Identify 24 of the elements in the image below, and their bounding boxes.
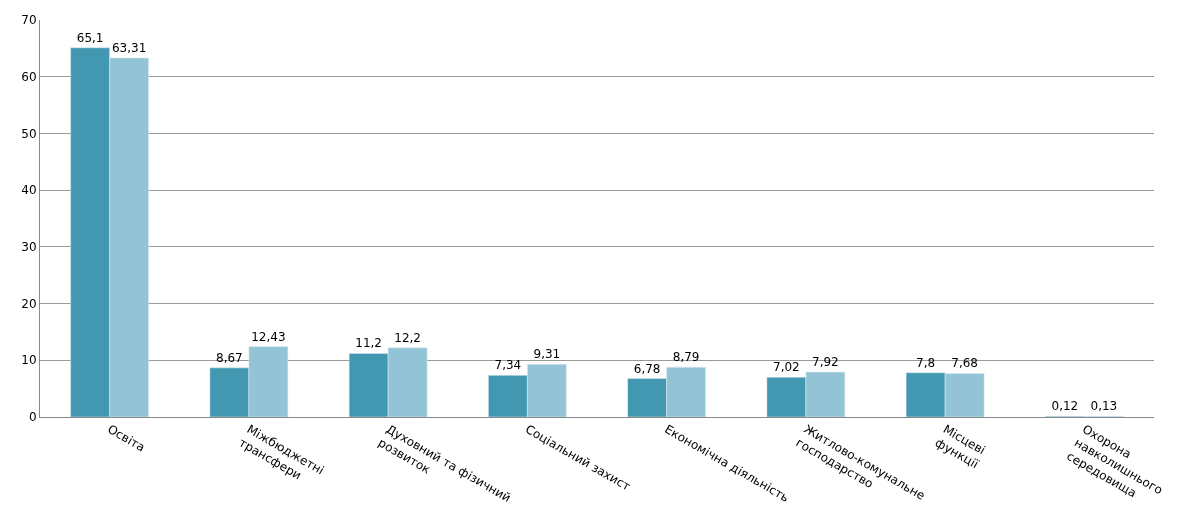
- y-tick-label: 40: [21, 183, 37, 198]
- data-label: 0,13: [1090, 399, 1118, 414]
- data-label: 9,31: [533, 347, 561, 362]
- data-label: 11,2: [355, 336, 382, 351]
- data-label: 7,02: [773, 360, 800, 375]
- y-tick-label: 50: [21, 126, 37, 141]
- data-label: 8,79: [672, 350, 700, 365]
- y-tick-label: 70: [21, 13, 37, 28]
- data-label: 12,2: [394, 330, 421, 345]
- y-tick-label: 20: [21, 296, 37, 311]
- data-label: 7,8: [916, 355, 936, 370]
- data-label: 6,78: [633, 361, 661, 376]
- y-tick-label: 0: [28, 410, 37, 425]
- y-tick-label: 30: [21, 240, 37, 255]
- data-label: 65,1: [76, 30, 104, 45]
- data-label: 12,43: [251, 329, 286, 344]
- data-label: 63,31: [111, 40, 147, 55]
- data-label: 0,12: [1051, 399, 1079, 414]
- data-label: 7,68: [951, 356, 978, 371]
- data-label: 8,67: [216, 350, 243, 365]
- data-label: 7,34: [494, 358, 522, 373]
- data-label: 7,92: [812, 355, 839, 370]
- y-tick-label: 10: [21, 353, 37, 368]
- y-tick-label: 60: [21, 69, 37, 84]
